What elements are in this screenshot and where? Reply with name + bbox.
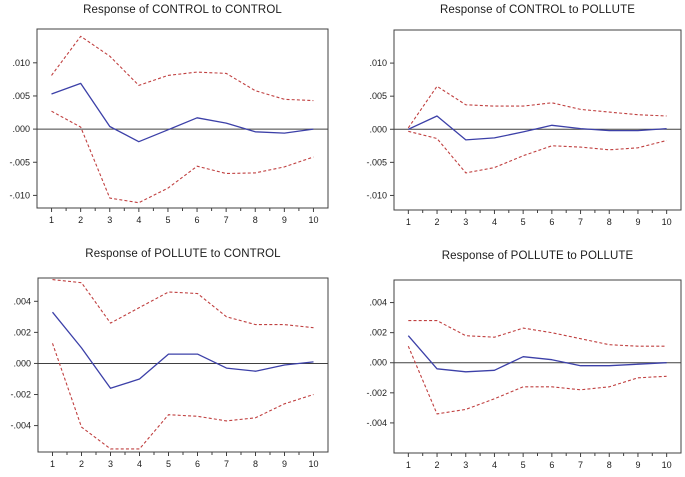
plot-frame [393, 279, 682, 454]
y-tick-label: -.002 [366, 388, 387, 398]
y-tick-label: -.010 [9, 190, 30, 200]
x-tick-label: 10 [662, 460, 672, 470]
response-line [51, 311, 314, 389]
y-tick-label: .000 [369, 358, 387, 368]
x-tick-label: 7 [578, 217, 583, 227]
y-tick-label: .000 [13, 358, 31, 368]
x-tick-label: 1 [50, 459, 55, 469]
lower-band-line [408, 130, 667, 174]
x-tick-label: 6 [195, 215, 200, 225]
x-tick-label: 2 [435, 217, 440, 227]
y-tick-label: .002 [369, 328, 387, 338]
x-tick-label: 6 [195, 459, 200, 469]
plot-frame [393, 29, 682, 211]
y-tick-label: -.002 [10, 390, 31, 400]
x-tick-label: 1 [49, 215, 54, 225]
lower-band-line [51, 110, 314, 204]
x-tick-label: 6 [549, 217, 554, 227]
irf-panel-control-to-pollute: Response of CONTROL to POLLUTE .010 .005.… [342, 0, 685, 238]
x-tick-label: 3 [107, 215, 112, 225]
x-tick-label: 8 [607, 217, 612, 227]
irf-panel-pollute-to-control: Response of POLLUTE to CONTROL .004 .002.… [0, 238, 342, 477]
x-tick-label: 4 [492, 217, 497, 227]
y-tick-label: .005 [369, 91, 387, 101]
upper-band-line [407, 85, 667, 129]
plot-frame [36, 28, 329, 209]
upper-band-line [51, 35, 314, 102]
y-tick-label: -.004 [366, 418, 387, 428]
plot-frame [37, 277, 329, 453]
x-tick-label: 8 [253, 459, 258, 469]
x-tick-label: 2 [435, 460, 440, 470]
x-tick-label: 4 [492, 460, 497, 470]
panel-title: Response of CONTROL to CONTROL [83, 4, 282, 16]
irf-chart-pollute-to-control: .004 .002 .000 -.002 -.004 1 2 3 4 5 6 7 8 9 10 [10, 277, 329, 469]
y-tick-label: .002 [13, 327, 31, 337]
panel-title: Response of POLLUTE to CONTROL [85, 248, 281, 260]
y-tick-label: .004 [13, 296, 31, 306]
response-line [407, 335, 667, 373]
x-tick-label: 10 [662, 217, 672, 227]
x-tick-label: 1 [406, 460, 411, 470]
x-tick-label: 9 [635, 460, 640, 470]
y-tick-label: .000 [12, 124, 30, 134]
y-tick-label: -.005 [9, 157, 30, 167]
y-tick-label: -.005 [366, 157, 387, 167]
lower-band-line [407, 345, 667, 415]
y-tick-label: .004 [369, 298, 387, 308]
y-tick-label: .005 [12, 91, 30, 101]
x-tick-label: 9 [282, 459, 287, 469]
y-tick-label: .010 [12, 58, 30, 68]
irf-panel-control-to-control: Response of CONTROL to CONTROL .010 .005.… [0, 0, 342, 238]
x-tick-label: 2 [79, 459, 84, 469]
x-tick-label: 9 [635, 217, 640, 227]
x-tick-label: 6 [549, 460, 554, 470]
x-tick-label: 7 [224, 215, 229, 225]
x-tick-label: 5 [166, 459, 171, 469]
x-tick-label: 3 [463, 460, 468, 470]
panel-title: Response of CONTROL to POLLUTE [440, 4, 635, 16]
x-tick-label: 8 [253, 215, 258, 225]
x-tick-label: 8 [607, 460, 612, 470]
x-tick-label: 5 [521, 217, 526, 227]
upper-band-line [52, 279, 314, 329]
x-tick-label: 10 [308, 215, 318, 225]
response-line [408, 115, 667, 141]
x-tick-label: 10 [308, 459, 318, 469]
y-tick-label: -.004 [10, 421, 31, 431]
lower-band-line [51, 343, 314, 450]
x-tick-label: 5 [165, 215, 170, 225]
x-tick-label: 2 [78, 215, 83, 225]
y-tick-label: -.010 [366, 190, 387, 200]
y-tick-label: .010 [369, 58, 387, 68]
x-tick-label: 5 [521, 460, 526, 470]
panel-title: Response of POLLUTE to POLLUTE [441, 250, 634, 262]
x-tick-label: 9 [282, 215, 287, 225]
x-tick-label: 3 [463, 217, 468, 227]
y-tick-label: .000 [369, 124, 387, 134]
irf-chart-pollute-to-pollute: .004 .002 .000 -.002 -.004 1 2 3 4 5 6 7 8 9 10 [366, 279, 682, 470]
x-tick-label: 4 [136, 215, 141, 225]
x-tick-label: 7 [578, 460, 583, 470]
irf-chart-control-to-control: .010 .005 .000 -.005 -.010 1 2 3 4 5 6 7 8 9 10 [9, 28, 329, 225]
irf-panel-pollute-to-pollute: Response of POLLUTE to POLLUTE .004 .002.… [342, 238, 685, 477]
x-tick-label: 3 [108, 459, 113, 469]
irf-chart-control-to-pollute: .010 .005 .000 -.005 -.010 1 2 3 4 5 6 7 8 9 10 [366, 29, 682, 227]
x-tick-label: 1 [406, 217, 411, 227]
response-line [51, 82, 314, 143]
x-tick-label: 7 [224, 459, 229, 469]
upper-band-line [408, 320, 667, 347]
x-tick-label: 4 [137, 459, 142, 469]
